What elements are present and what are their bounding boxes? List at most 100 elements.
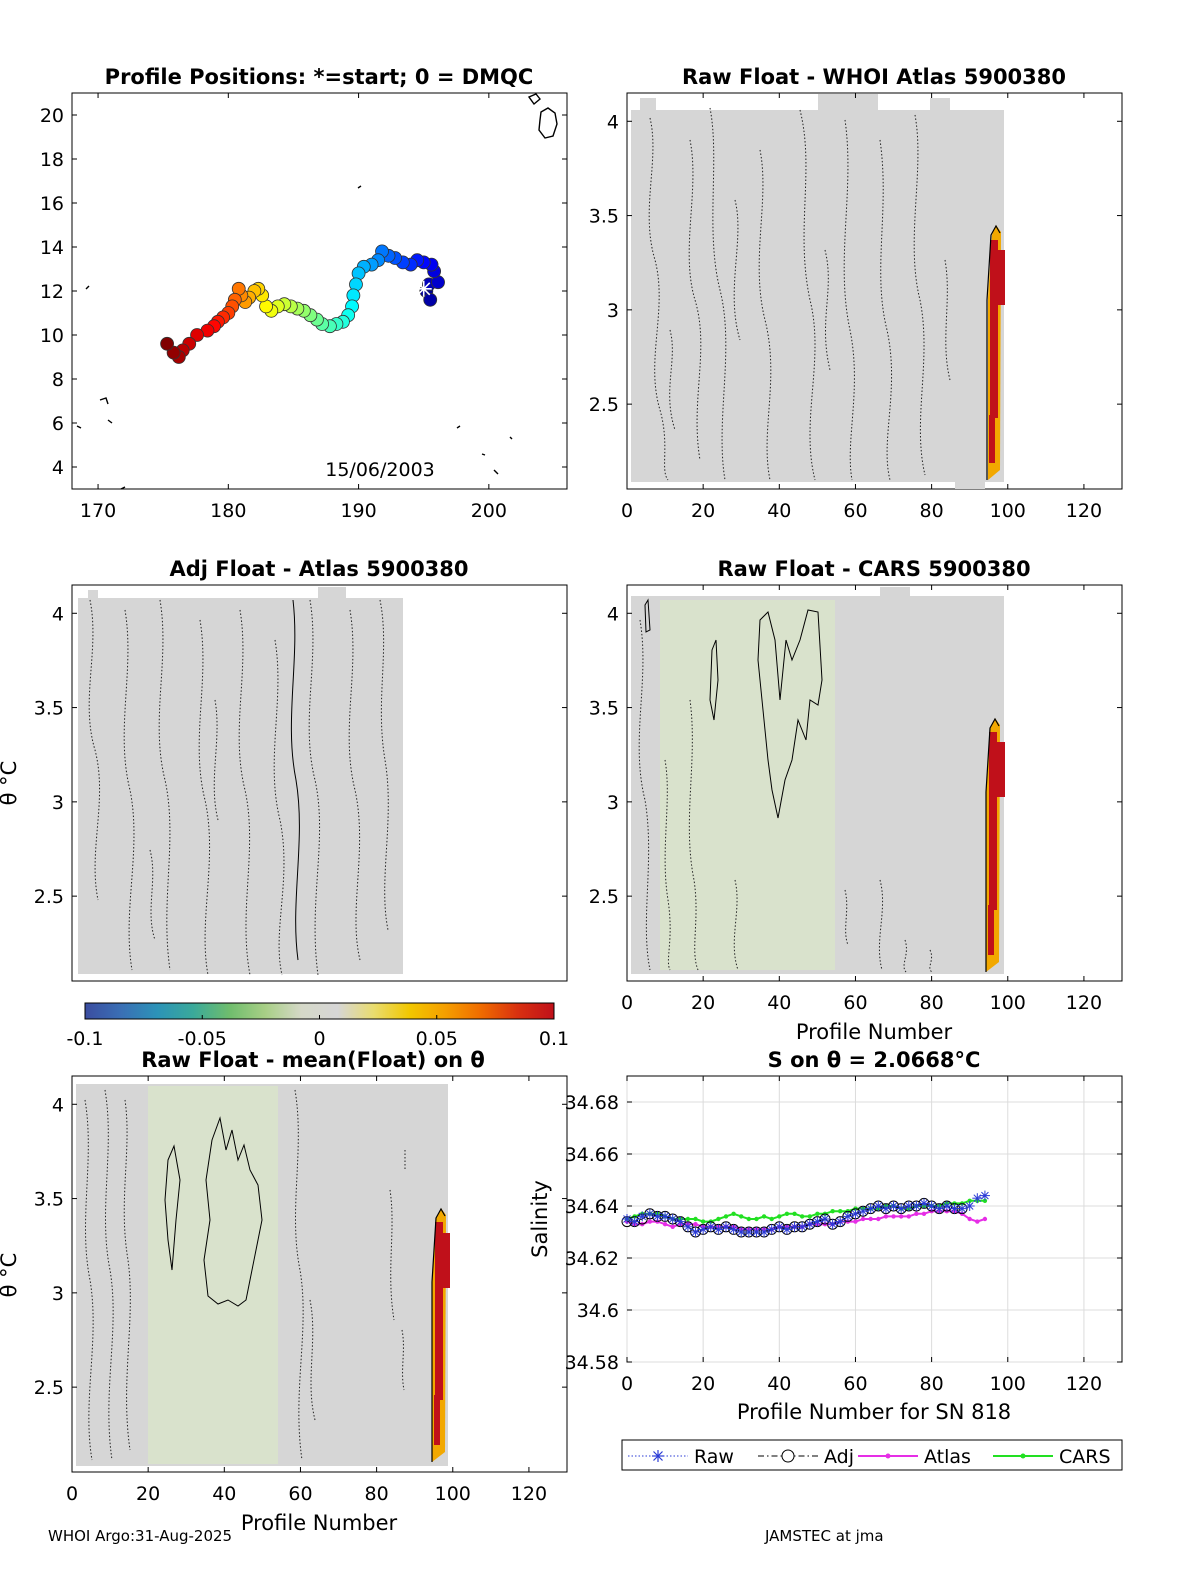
point-raw bbox=[850, 1208, 861, 1219]
x-tick-label: 120 bbox=[1066, 500, 1102, 522]
y-tick-label: 3 bbox=[52, 792, 64, 814]
point-raw bbox=[919, 1198, 929, 1209]
point-star-stroke bbox=[645, 1209, 654, 1218]
point-cars bbox=[807, 1214, 812, 1219]
salinity-series bbox=[621, 1190, 990, 1238]
raw-cars-red-bar-1 bbox=[995, 742, 1005, 797]
raw-atlas-fill-top-3 bbox=[930, 98, 950, 112]
colorbar: -0.1 -0.05 0 0.05 0.1 bbox=[66, 1002, 569, 1050]
point-raw bbox=[820, 1214, 830, 1224]
point-star-stroke bbox=[714, 1225, 723, 1234]
point-raw bbox=[888, 1201, 899, 1211]
point-star-stroke bbox=[920, 1199, 928, 1208]
hawaii-island bbox=[538, 107, 558, 139]
point-cars bbox=[982, 1198, 988, 1204]
point-cars bbox=[761, 1214, 767, 1219]
point-raw bbox=[972, 1193, 983, 1204]
x-tick-label: 0 bbox=[66, 1483, 78, 1505]
x-tick-label: 170 bbox=[80, 500, 116, 522]
point-raw bbox=[979, 1190, 990, 1201]
salinity-ticks: 0 20 40 60 80 100 120 34.58 34.6 34.62 34.64 34.66 3… bbox=[565, 1076, 1122, 1395]
salinity-title: S on θ = 2.0668°C bbox=[768, 1048, 981, 1072]
positions-axes bbox=[71, 92, 568, 490]
point-raw bbox=[781, 1224, 792, 1235]
point-raw bbox=[759, 1227, 770, 1237]
point-raw bbox=[660, 1211, 671, 1222]
x-tick-label: 60 bbox=[288, 1483, 312, 1505]
salinity-xlabel: Profile Number for SN 818 bbox=[737, 1400, 1011, 1424]
raw-atlas-red-bar-1 bbox=[995, 250, 1005, 305]
point-cars bbox=[723, 1214, 729, 1219]
raw-atlas-red-bar-2 bbox=[990, 240, 998, 418]
point-cars bbox=[777, 1214, 782, 1219]
islet-2 bbox=[85, 285, 90, 290]
point-star-stroke bbox=[859, 1207, 867, 1216]
point-star-stroke bbox=[722, 1222, 730, 1231]
legend-label: Adj bbox=[824, 1446, 854, 1468]
islet-5 bbox=[76, 425, 82, 429]
x-tick-label: 120 bbox=[1066, 992, 1102, 1014]
point-raw bbox=[698, 1224, 709, 1235]
point-raw bbox=[728, 1224, 739, 1235]
legend-label: CARS bbox=[1059, 1446, 1111, 1468]
point-star-stroke bbox=[737, 1228, 746, 1236]
x-tick-label: 80 bbox=[920, 1373, 944, 1395]
point-cars bbox=[799, 1214, 805, 1219]
y-tick-label: 4 bbox=[607, 111, 619, 133]
x-tick-label: 40 bbox=[767, 992, 791, 1014]
colorbar-tick-label: -0.1 bbox=[66, 1028, 103, 1050]
point-raw bbox=[804, 1219, 815, 1230]
raw-atlas-contours bbox=[648, 107, 951, 481]
x-tick-label: 100 bbox=[990, 1373, 1026, 1395]
colorbar-tick-label: 0.1 bbox=[539, 1028, 569, 1050]
x-tick-label: 60 bbox=[843, 500, 867, 522]
point-raw bbox=[934, 1203, 945, 1214]
y-tick-label: 2.5 bbox=[34, 886, 64, 908]
footer-left: WHOI Argo:31-Aug-2025 bbox=[48, 1527, 232, 1545]
islet-1 bbox=[357, 185, 362, 189]
point-star-stroke bbox=[661, 1212, 669, 1221]
legend-item-atlas: Atlas bbox=[858, 1446, 971, 1468]
point-raw bbox=[865, 1203, 876, 1214]
point-raw bbox=[713, 1224, 724, 1235]
point-star-stroke bbox=[805, 1220, 814, 1229]
point-raw bbox=[858, 1206, 869, 1217]
adj-atlas-field bbox=[78, 587, 403, 976]
point-atlas bbox=[662, 1222, 668, 1227]
point-cars bbox=[700, 1219, 706, 1224]
point-raw bbox=[766, 1224, 777, 1235]
legend-marker bbox=[885, 1453, 891, 1459]
raw-mean-ticks: 0 20 40 60 80 100 120 2.5 3 3.5 4 bbox=[34, 1076, 567, 1505]
panel-raw-mean: Raw Float - mean(Float) on θ bbox=[0, 1048, 568, 1535]
islet-6 bbox=[456, 425, 461, 429]
y-tick-label: 34.68 bbox=[565, 1092, 619, 1114]
raw-atlas-fill bbox=[631, 110, 1004, 482]
point-star-stroke bbox=[638, 1212, 647, 1221]
point-atlas bbox=[876, 1216, 881, 1222]
profile-position-marker bbox=[423, 292, 438, 307]
positions-title: Profile Positions: *=start; 0 = DMQC bbox=[105, 65, 534, 89]
point-atlas bbox=[898, 1214, 904, 1219]
raw-cars-solid-contours bbox=[644, 598, 823, 819]
point-raw bbox=[736, 1227, 747, 1237]
point-star-stroke bbox=[897, 1204, 906, 1213]
raw-atlas-edge-contour bbox=[986, 224, 1001, 480]
salinity-grid bbox=[626, 1076, 1122, 1363]
point-raw bbox=[941, 1201, 952, 1211]
point-raw bbox=[896, 1203, 907, 1214]
point-star-stroke bbox=[699, 1225, 708, 1234]
raw-mean-solid-contours bbox=[164, 1116, 263, 1307]
point-cars bbox=[716, 1216, 721, 1222]
y-tick-label: 3.5 bbox=[589, 698, 619, 720]
point-star-stroke bbox=[684, 1222, 692, 1231]
point-star-stroke bbox=[760, 1228, 768, 1236]
raw-atlas-ticks: 0 20 40 60 80 100 120 2.5 3 3.5 4 bbox=[589, 93, 1122, 522]
point-star-stroke bbox=[676, 1217, 685, 1226]
raw-cars-fill-top bbox=[880, 587, 910, 599]
raw-mean-green-fill bbox=[148, 1086, 278, 1464]
point-star-stroke bbox=[821, 1215, 829, 1223]
legend-marker bbox=[653, 1451, 663, 1461]
point-cars bbox=[792, 1211, 797, 1217]
raw-cars-red-bar-2 bbox=[989, 732, 997, 910]
point-cars bbox=[769, 1216, 774, 1222]
